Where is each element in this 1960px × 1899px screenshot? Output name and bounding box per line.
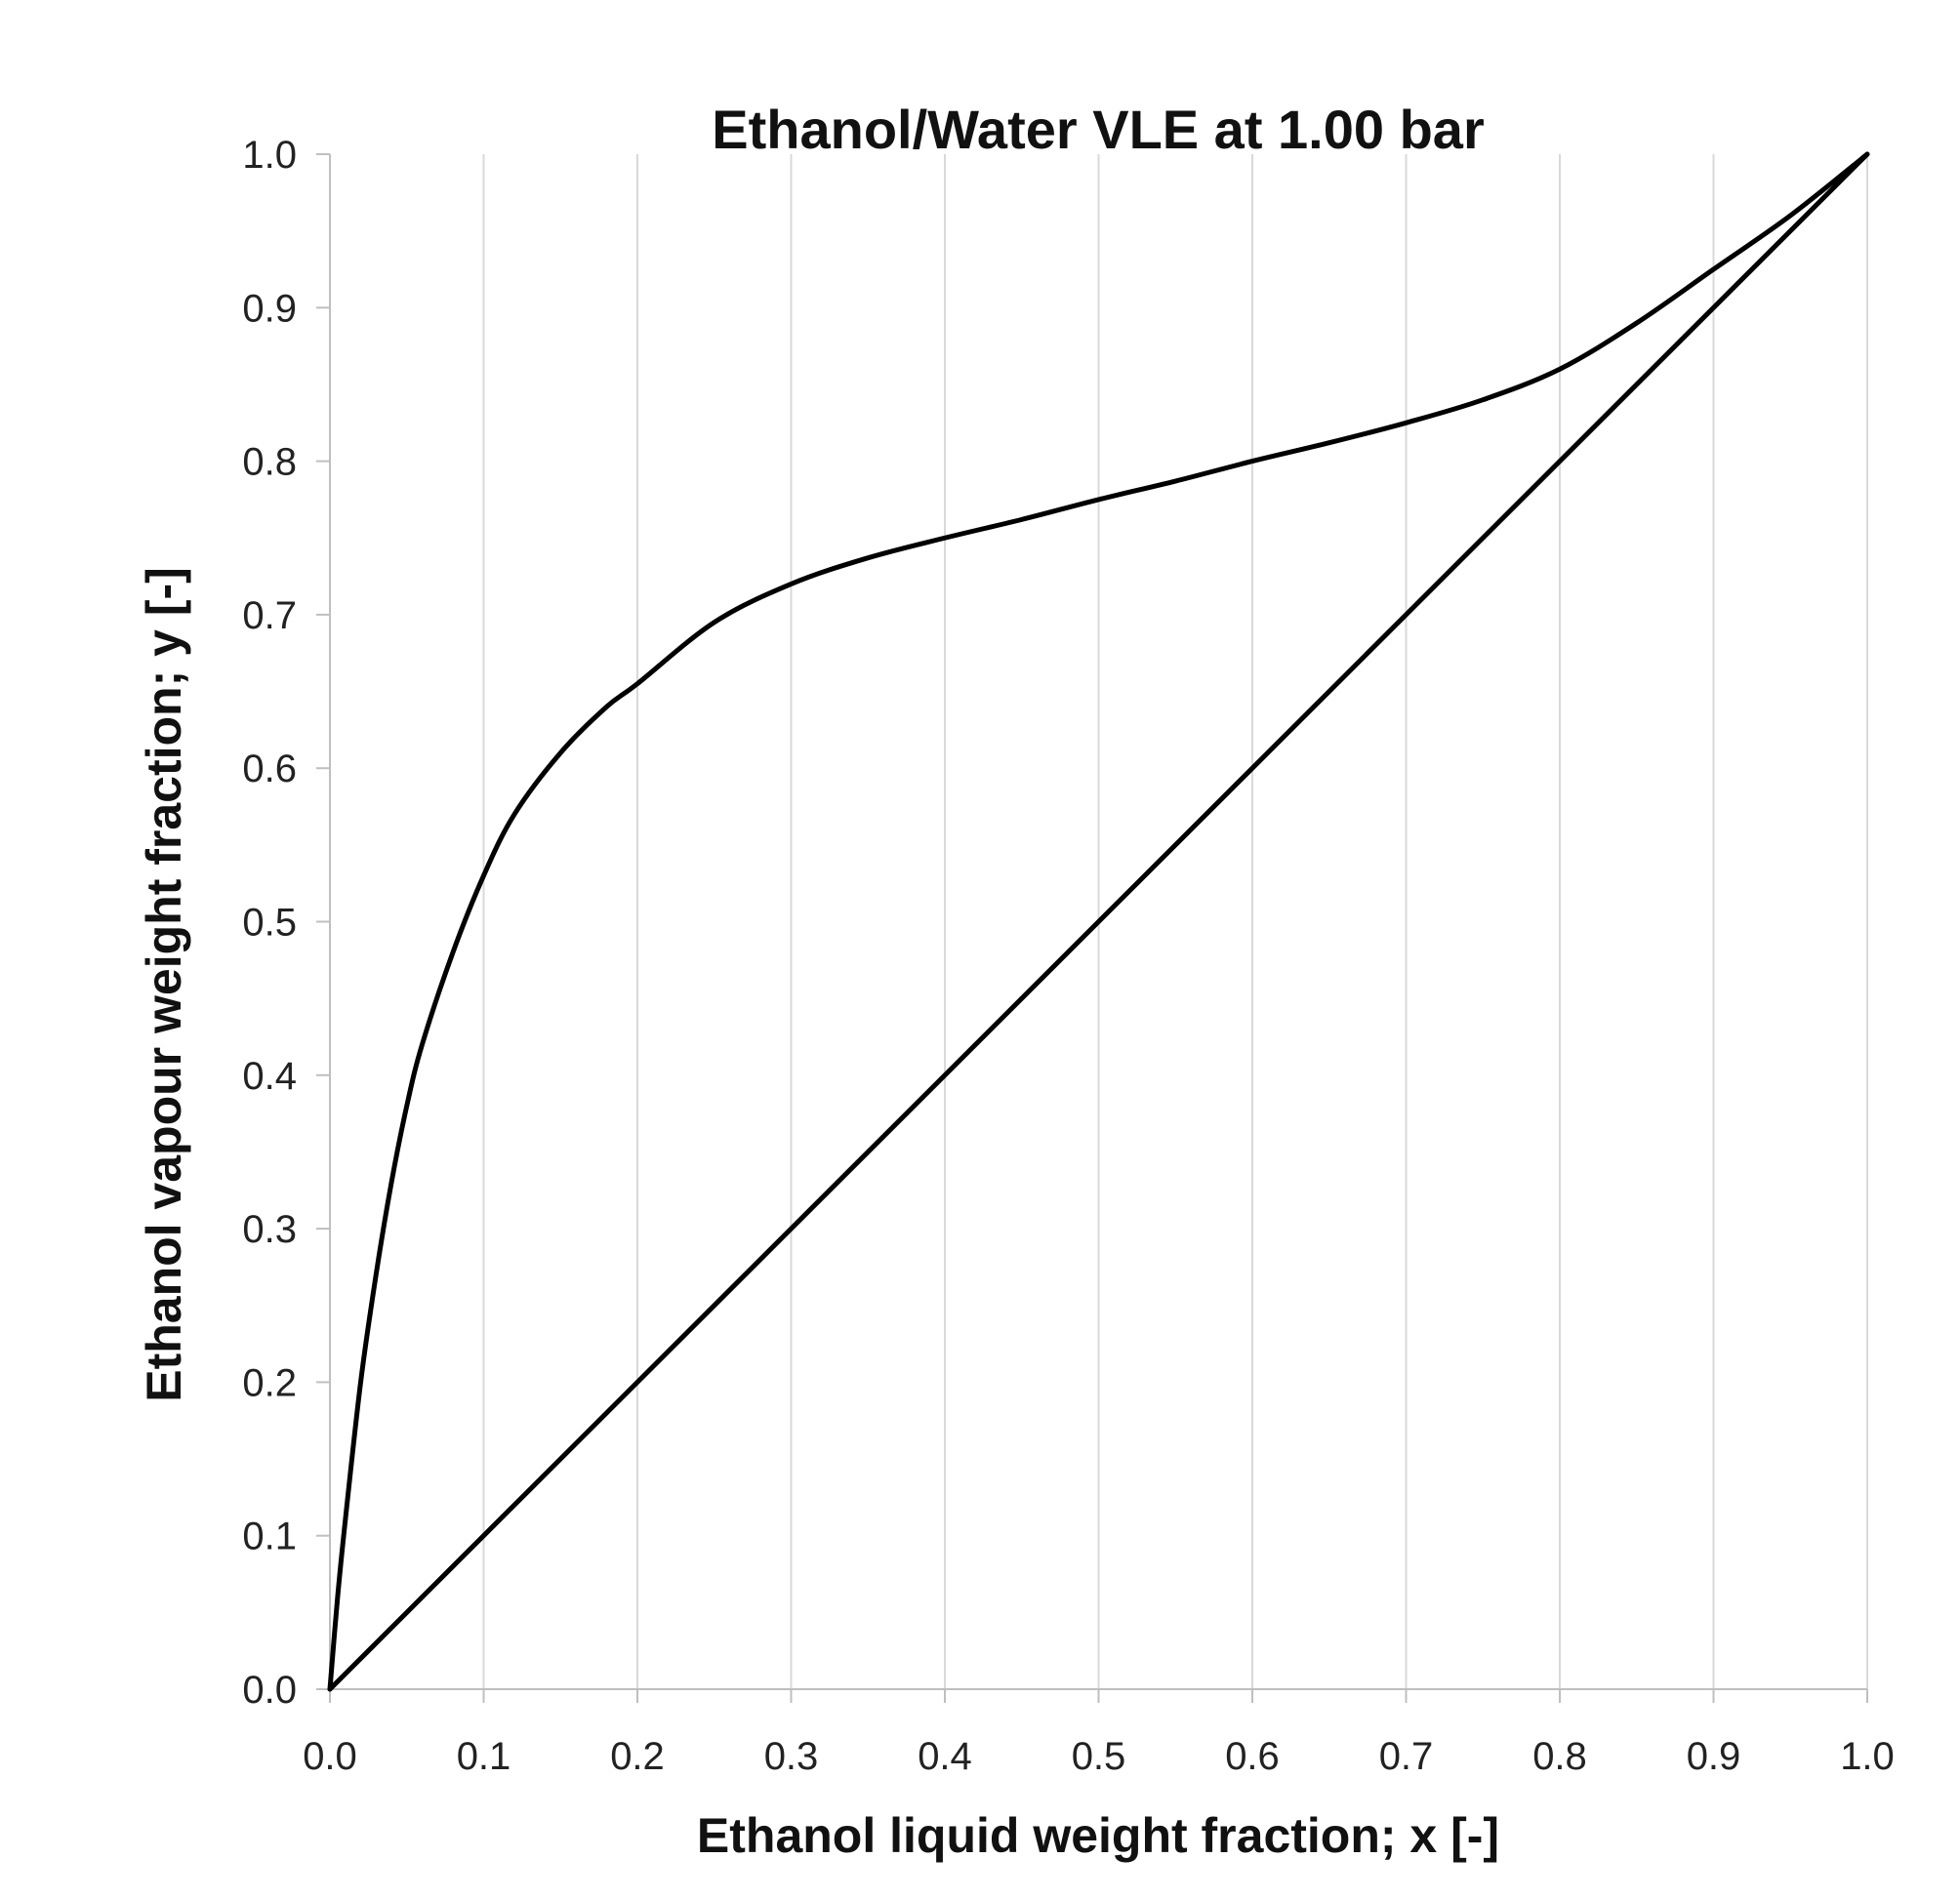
x-tick-label: 0.0 [303,1735,357,1778]
x-tick-label: 0.9 [1687,1735,1741,1778]
x-tick-label: 0.7 [1379,1735,1434,1778]
y-tick-label: 0.6 [242,747,297,790]
y-tick-label: 0.3 [242,1208,297,1251]
y-tick-label: 0.4 [242,1055,297,1098]
x-tick-label: 0.2 [610,1735,665,1778]
y-tick-label: 0.2 [242,1361,297,1404]
chart-title: Ethanol/Water VLE at 1.00 bar [712,99,1484,160]
x-tick-label: 0.1 [457,1735,511,1778]
diagonal-line [327,151,1870,1692]
y-tick-label: 1.0 [242,134,297,177]
x-axis-title: Ethanol liquid weight fraction; x [-] [697,1808,1499,1863]
x-tick-label: 0.6 [1225,1735,1280,1778]
equilibrium-curve-line [327,151,1870,1692]
y-tick-label: 0.0 [242,1669,297,1712]
y-tick-label: 0.8 [242,441,297,484]
x-tick-label: 1.0 [1840,1735,1895,1778]
tick-layer: 0.0 0.1 0.2 0.3 0.4 0.5 0.6 0.7 0.8 0.9 1.0 0.0 0.1 0… [242,134,1894,1778]
y-axis-title: Ethanol vapour weight fraction; y [-] [137,567,191,1402]
y-tick-label: 0.1 [242,1515,297,1558]
x-tick-label: 0.3 [764,1735,819,1778]
x-tick-label: 0.4 [918,1735,972,1778]
axis-layer [316,153,1868,1703]
y-tick-label: 0.9 [242,287,297,330]
x-tick-label: 0.5 [1072,1735,1126,1778]
y-tick-label: 0.5 [242,902,297,945]
series-layer [327,151,1870,1692]
y-tick-label: 0.7 [242,594,297,637]
x-tick-label: 0.8 [1532,1735,1587,1778]
